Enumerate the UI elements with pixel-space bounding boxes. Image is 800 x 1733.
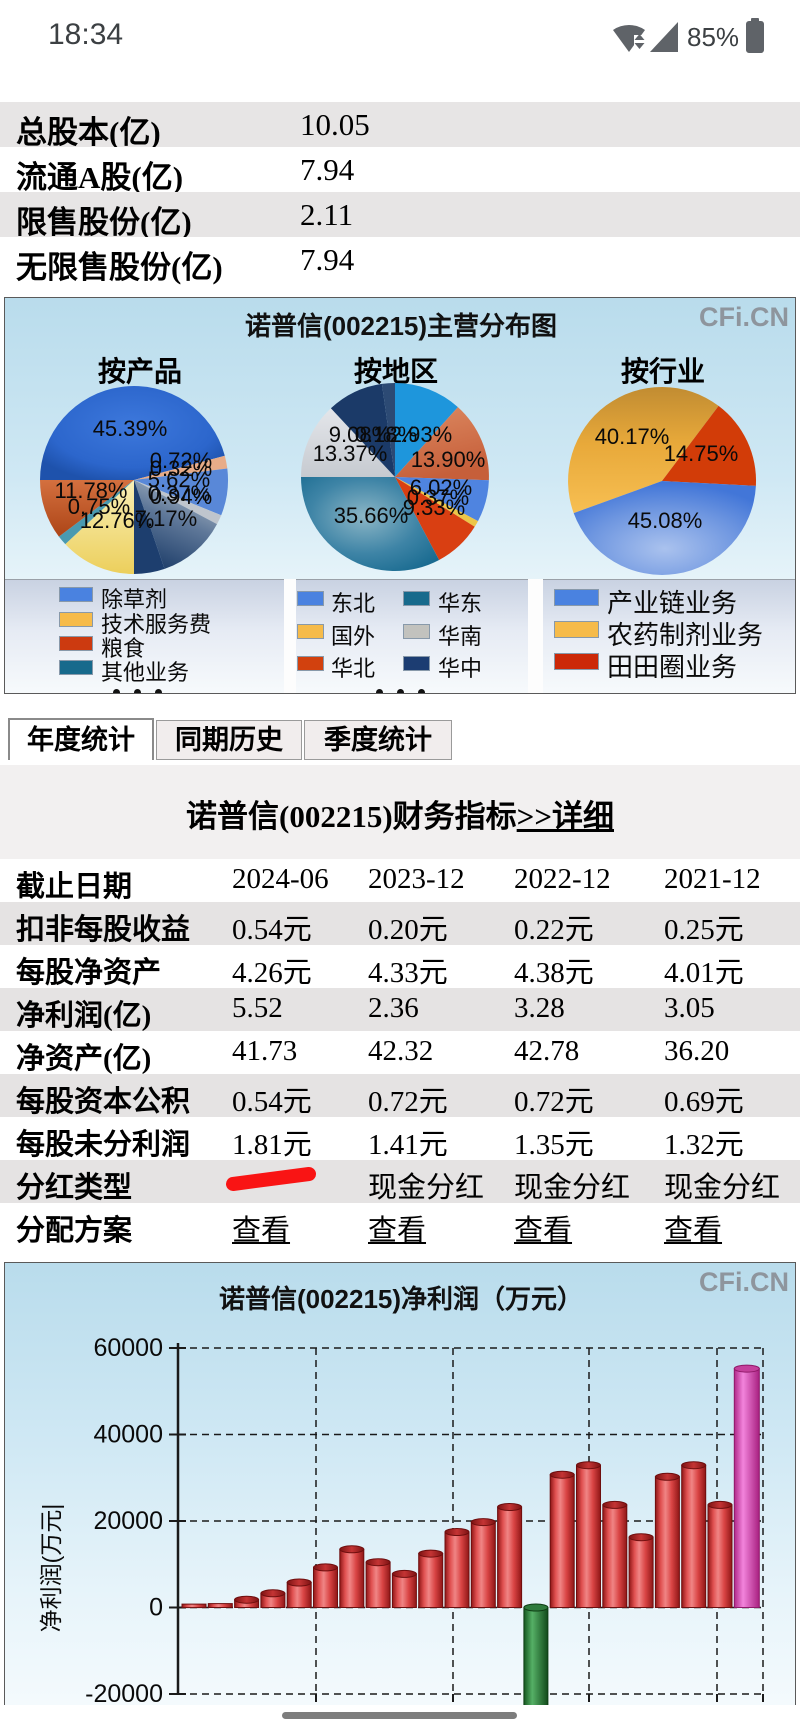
svg-text:0: 0 (149, 1594, 163, 1622)
svg-text:0.37%: 0.37% (407, 485, 469, 510)
svg-text:9.08%: 9.08% (329, 422, 391, 447)
svg-text:0.32%: 0.32% (150, 456, 212, 481)
svg-text:2.93%: 2.93% (390, 422, 452, 447)
svg-text:60000: 60000 (93, 1334, 163, 1362)
svg-text:7.17%: 7.17% (135, 506, 197, 531)
svg-text:0.75%: 0.75% (68, 494, 130, 519)
svg-text:40000: 40000 (93, 1421, 163, 1449)
svg-text:40.17%: 40.17% (595, 424, 670, 449)
svg-text:13.90%: 13.90% (411, 447, 486, 472)
svg-text:11.78%: 11.78% (55, 478, 128, 503)
svg-text:0.18%: 0.18% (355, 422, 417, 447)
svg-text:6.02%: 6.02% (410, 475, 472, 500)
svg-text:0.37%: 0.37% (148, 481, 210, 506)
svg-text:45.39%: 45.39% (93, 416, 168, 441)
svg-text:0.72%: 0.72% (150, 448, 212, 473)
svg-text:45.08%: 45.08% (628, 508, 703, 533)
svg-text:9.33%: 9.33% (403, 495, 465, 520)
svg-text:14.75%: 14.75% (664, 441, 739, 466)
svg-text:-20000: -20000 (85, 1680, 163, 1705)
svg-text:12.76%: 12.76% (80, 508, 155, 533)
svg-text:20000: 20000 (93, 1507, 163, 1535)
svg-text:5.62%: 5.62% (148, 467, 210, 492)
svg-text:13.37%: 13.37% (313, 441, 388, 466)
svg-text:0.94%: 0.94% (150, 484, 212, 509)
svg-text:35.66%: 35.66% (334, 503, 409, 528)
